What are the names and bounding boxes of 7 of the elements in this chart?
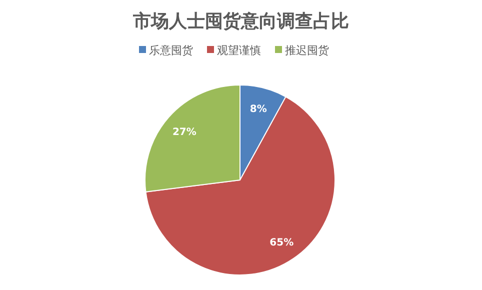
data-label: 8% <box>250 104 267 116</box>
legend-label: 乐意囤货 <box>149 44 193 57</box>
data-label: 27% <box>172 126 196 138</box>
legend-label: 观望谨慎 <box>217 44 261 57</box>
data-label: 65% <box>270 237 294 248</box>
chart-title: 市场人士囤货意向调查占比 <box>132 11 349 32</box>
legend-label: 推迟囤货 <box>285 44 329 57</box>
